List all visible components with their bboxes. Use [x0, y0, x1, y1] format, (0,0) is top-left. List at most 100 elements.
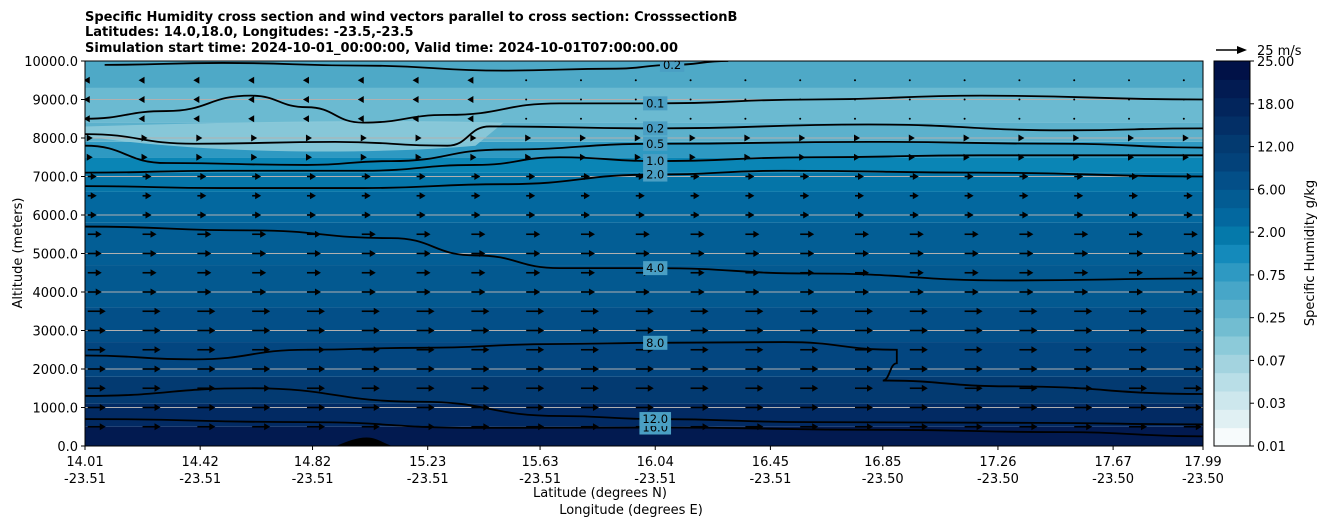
y-tick-label: 9000.0 [33, 94, 79, 109]
wind-vector [1019, 288, 1034, 296]
wind-vector [854, 288, 869, 296]
wind-vector [361, 327, 380, 334]
wind-vector [800, 365, 819, 373]
x-tick-label-lat: 16.85 [864, 455, 901, 470]
wind-vector [635, 327, 654, 334]
wind-vector [1183, 327, 1202, 334]
wind-vector [526, 288, 541, 296]
wind-vector [745, 365, 764, 373]
wind-vector [580, 288, 595, 296]
wind-vector [142, 423, 161, 431]
wind-vector [525, 117, 528, 120]
x-tick-label-lon: -23.50 [977, 472, 1019, 487]
wind-vector [252, 173, 262, 180]
wind-vector [306, 173, 316, 180]
wind-vector [361, 211, 371, 219]
wind-vector [854, 423, 873, 431]
wind-vector [909, 211, 919, 219]
wind-vector [197, 192, 207, 200]
contour-line-7 [85, 123, 1203, 147]
wind-vector [689, 79, 692, 82]
wind-vector [964, 423, 983, 431]
wind-vector [635, 211, 645, 219]
wind-vector [634, 79, 637, 82]
wind-vector [854, 230, 869, 238]
wind-vector [964, 327, 983, 334]
contour-line-4 [85, 169, 1203, 189]
wind-vector [1018, 98, 1021, 101]
wind-vector [854, 250, 869, 257]
wind-vector [909, 192, 919, 200]
wind-vector [635, 384, 654, 392]
wind-vector [471, 384, 490, 392]
wind-vector [580, 346, 599, 354]
x-tick-label-lon: -23.51 [749, 472, 791, 487]
wind-vector [197, 269, 212, 277]
wind-vector [800, 192, 810, 200]
wind-vector [467, 76, 474, 84]
wind-vector [580, 404, 599, 411]
wind-vector [964, 269, 979, 277]
wind-vector [854, 384, 873, 392]
wind-vector [799, 117, 802, 120]
wind-vector [416, 173, 426, 180]
wind-vector [634, 117, 637, 120]
wind-vector [963, 117, 966, 120]
wind-vector [470, 134, 477, 142]
wind-vector [1183, 365, 1202, 373]
wind-vector [800, 346, 819, 354]
wind-vector [360, 134, 367, 142]
contour-label-6: 0.5 [646, 137, 664, 151]
wind-vector [416, 307, 435, 315]
wind-vector [1019, 269, 1034, 277]
contour-line-5 [85, 154, 1203, 174]
wind-vector [305, 153, 312, 161]
wind-vector [526, 173, 536, 180]
wind-vector [138, 76, 145, 84]
x-axis-label-longitude: Longitude (degrees E) [559, 503, 703, 518]
wind-vector [306, 365, 325, 373]
wind-vector [800, 384, 819, 392]
wind-vector [1073, 117, 1076, 120]
x-tick-label-lon: -23.51 [179, 472, 221, 487]
wind-vector [745, 346, 764, 354]
wind-vector [1182, 117, 1185, 120]
x-tick-label-lat: 17.99 [1184, 455, 1221, 470]
wind-vector [471, 211, 481, 219]
wind-vector [142, 404, 161, 411]
wind-vector [908, 79, 911, 82]
wind-vector [580, 192, 590, 200]
wind-vector [526, 346, 545, 354]
contour-line-6 [85, 140, 1203, 166]
wind-vector [142, 384, 161, 392]
humidity-band-6 [85, 222, 1203, 266]
colorbar-swatch [1214, 134, 1250, 154]
wind-vector [744, 134, 751, 142]
wind-vector [854, 192, 864, 200]
wind-vector [526, 211, 536, 219]
wind-vector [471, 230, 486, 238]
wind-vector [635, 230, 650, 238]
wind-vector [196, 134, 203, 142]
wind-vector [142, 365, 161, 373]
wind-vector [248, 115, 255, 123]
colorbar-swatch [1214, 79, 1250, 99]
y-tick-label: 3000.0 [33, 325, 79, 340]
wind-vector [1183, 404, 1202, 411]
wind-vector [412, 76, 419, 84]
wind-vector [87, 192, 97, 200]
wind-vector [252, 230, 267, 238]
wind-vector [1129, 269, 1144, 277]
wind-vector [138, 96, 145, 103]
wind-vector [361, 423, 380, 431]
wind-vector [579, 117, 582, 120]
wind-vector [689, 153, 696, 161]
wind-vector [1128, 79, 1131, 82]
contour-line-2 [85, 341, 1203, 395]
wind-vector [361, 288, 376, 296]
wind-vector [689, 134, 696, 142]
wind-vector [634, 134, 641, 142]
wind-vector [690, 230, 705, 238]
wind-vector [690, 269, 705, 277]
wind-vector [690, 404, 709, 411]
